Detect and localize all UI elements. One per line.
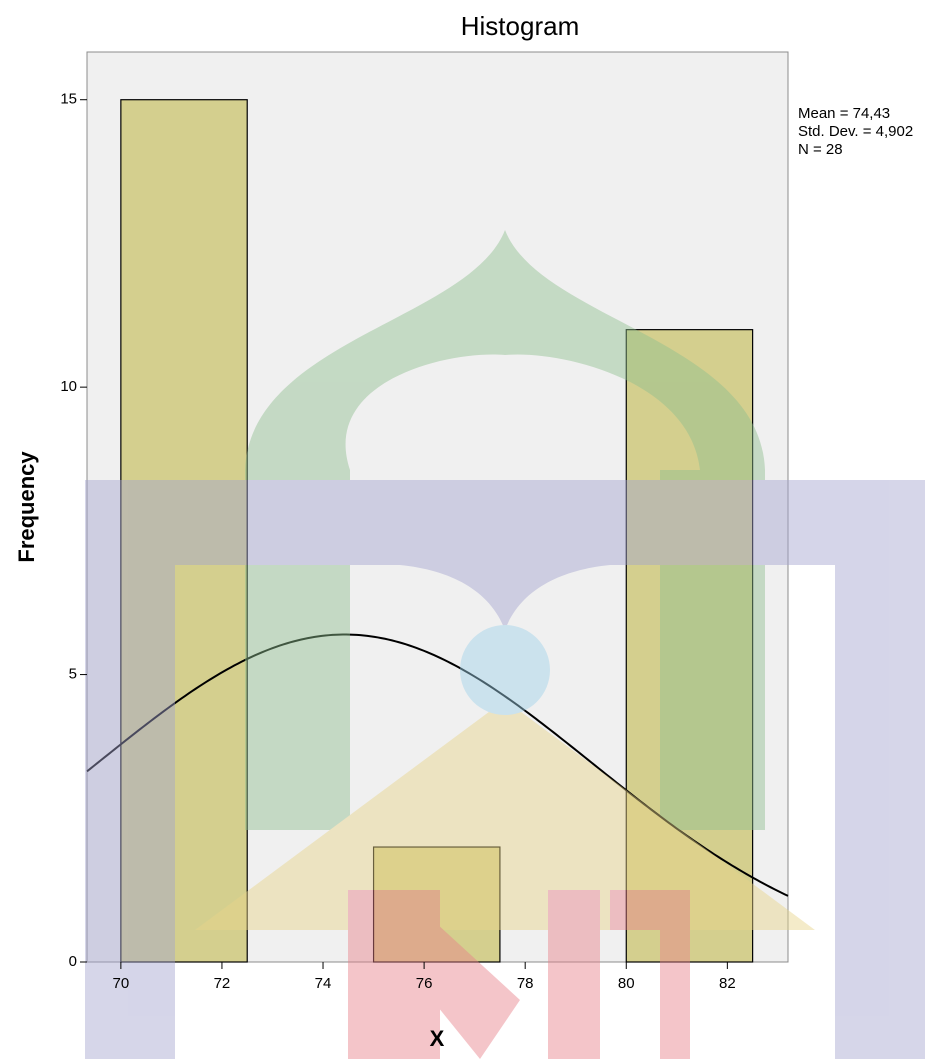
x-tick-label: 72	[214, 975, 231, 992]
y-tick-label: 10	[60, 378, 77, 395]
y-axis-label: Frequency	[14, 451, 39, 563]
y-tick-label: 5	[69, 666, 77, 683]
bar	[374, 847, 500, 962]
y-tick-label: 15	[60, 91, 77, 108]
stat-label: Std. Dev. = 4,902	[798, 123, 913, 140]
x-tick-label: 80	[618, 975, 635, 992]
chart-title: Histogram	[461, 11, 579, 41]
x-tick-label: 76	[416, 975, 433, 992]
bar	[121, 100, 247, 962]
chart: Histogram Frequency X 0 5 10 15 70 72 74 76 78 80…	[0, 0, 945, 1059]
stat-label: N = 28	[798, 141, 843, 158]
x-tick-label: 74	[315, 975, 332, 992]
y-tick-label: 0	[69, 953, 77, 970]
x-tick-label: 70	[113, 975, 130, 992]
x-tick-label: 78	[517, 975, 534, 992]
x-tick-label: 82	[719, 975, 736, 992]
x-axis-label: X	[430, 1026, 445, 1051]
stat-label: Mean = 74,43	[798, 105, 890, 122]
